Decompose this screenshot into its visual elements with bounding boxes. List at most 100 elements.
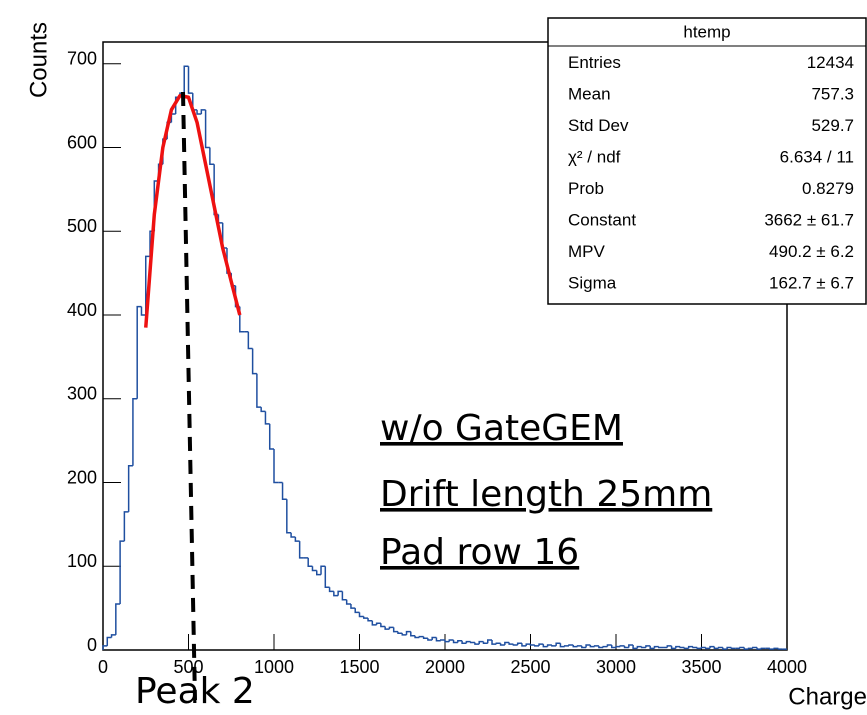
histogram-bin — [115, 603, 121, 635]
x-tick-label: 500 — [173, 657, 203, 677]
histogram-bin — [448, 639, 454, 642]
histogram-bin — [405, 630, 411, 635]
histogram-bin — [388, 626, 394, 630]
histogram-bin — [461, 640, 467, 645]
histogram-bin — [760, 647, 766, 650]
annotation: Peak 2 — [135, 671, 255, 712]
y-tick-label: 700 — [67, 49, 97, 69]
histogram-bin — [136, 305, 142, 399]
stats-label: Prob — [568, 179, 604, 198]
histogram-bin — [418, 635, 424, 638]
histogram-bin — [414, 635, 420, 639]
histogram-bin — [726, 646, 732, 650]
histogram-bin — [670, 645, 676, 650]
histogram-bin — [730, 647, 736, 650]
histogram-bin — [696, 647, 702, 650]
stats-title: htemp — [683, 22, 730, 41]
peak-line — [181, 91, 197, 701]
histogram-bin — [602, 645, 608, 648]
histogram-bin — [307, 557, 313, 568]
histogram-bin — [722, 647, 728, 650]
histogram-bin — [504, 641, 510, 645]
histogram-bin — [559, 643, 565, 648]
histogram-bin — [551, 644, 557, 647]
histogram-bin — [773, 647, 779, 650]
histogram-bin — [534, 644, 540, 647]
histogram-bin — [273, 449, 279, 484]
histogram-bin — [555, 642, 561, 646]
histogram-bin — [512, 644, 518, 646]
histogram-bin — [585, 644, 591, 648]
histogram-bin — [487, 639, 493, 644]
histogram-bin — [546, 644, 552, 647]
histogram-bin — [410, 631, 416, 637]
fit-curve — [144, 93, 242, 328]
histogram-bin — [341, 591, 347, 601]
stats-value: 0.8279 — [802, 179, 854, 198]
histogram-bin — [619, 645, 625, 647]
stats-value: 529.7 — [811, 116, 854, 135]
histogram-bin — [457, 640, 463, 643]
x-tick-label: 0 — [98, 657, 108, 677]
histogram-bin — [316, 570, 322, 576]
histogram-bin — [495, 642, 501, 645]
stats-label: Mean — [568, 85, 611, 104]
stats-value: 6.634 / 11 — [780, 148, 854, 167]
histogram-bin — [521, 643, 527, 647]
histogram-bin — [743, 647, 749, 650]
histogram-bin — [469, 641, 475, 644]
histogram-bin — [491, 639, 497, 645]
histogram-bin — [324, 566, 330, 588]
y-tick-label: 400 — [67, 300, 97, 320]
histogram-bin — [298, 541, 304, 559]
histogram-bin — [516, 642, 522, 645]
histogram-bin — [568, 644, 574, 646]
histogram-bin — [239, 306, 245, 333]
histogram-bin — [102, 645, 108, 650]
histogram-bin — [593, 645, 599, 647]
histogram-bin — [645, 645, 651, 648]
histogram-bin — [354, 608, 360, 614]
histogram-bin — [675, 645, 681, 649]
histogram-bin — [427, 638, 433, 641]
x-tick-label: 1500 — [339, 657, 379, 677]
histogram-bin — [251, 348, 257, 375]
histogram-bin — [542, 644, 548, 648]
histogram-bin — [525, 643, 531, 646]
histogram-bin — [581, 645, 587, 649]
histogram-bin — [623, 645, 629, 649]
histogram-bin — [196, 109, 202, 115]
histogram-bin — [200, 109, 206, 115]
histogram-bin — [367, 618, 373, 622]
stats-box — [547, 17, 867, 305]
stats-label: Sigma — [568, 274, 617, 293]
y-tick-label: 600 — [67, 132, 97, 152]
histogram-bin — [653, 645, 659, 649]
histogram-bin — [286, 499, 292, 534]
stats-value: 162.7 ± 6.7 — [769, 274, 854, 293]
histogram-bin — [572, 644, 578, 648]
stats-label: Std Dev — [568, 116, 629, 135]
y-tick-label: 0 — [87, 635, 97, 655]
histogram-bin — [264, 411, 270, 425]
histogram-bin — [482, 641, 488, 645]
annotation: Drift length 25mm — [380, 474, 712, 515]
x-axis-label: Charge — [788, 683, 867, 710]
stats-label: MPV — [568, 242, 606, 261]
histogram-bin — [739, 646, 745, 649]
histogram-bin — [397, 631, 403, 635]
histogram-bin — [700, 646, 706, 649]
histogram-bin — [209, 147, 215, 166]
histogram-bin — [628, 644, 634, 648]
stats-label: Entries — [568, 53, 621, 72]
histogram-bin — [145, 255, 151, 316]
histogram-bin — [371, 620, 377, 626]
histogram-bin — [337, 590, 343, 596]
histogram-bin — [777, 648, 783, 650]
stats-label: χ² / ndf — [568, 148, 621, 167]
histogram-bin — [632, 644, 638, 650]
histogram-bin — [683, 647, 689, 650]
histogram-bin — [465, 640, 471, 644]
